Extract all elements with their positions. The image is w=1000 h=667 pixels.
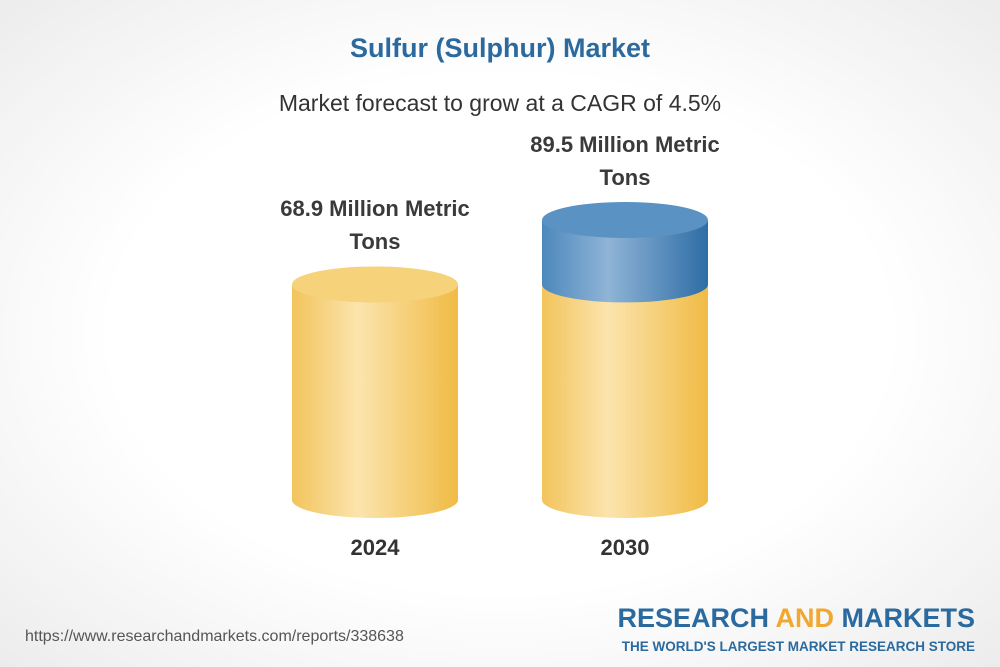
chart-title: Sulfur (Sulphur) Market xyxy=(350,33,650,63)
source-url: https://www.researchandmarkets.com/repor… xyxy=(25,628,404,645)
brand-part: AND xyxy=(775,603,834,633)
brand-part: MARKETS xyxy=(842,603,976,633)
x-tick-label: 2024 xyxy=(351,535,401,560)
cylinder-growth xyxy=(542,220,708,303)
cylinder-base xyxy=(292,284,458,518)
x-tick-label: 2030 xyxy=(601,535,650,560)
cylinder-base xyxy=(542,284,708,518)
value-label: 89.5 Million Metric Tons xyxy=(530,132,720,190)
brand-part: RESEARCH xyxy=(617,603,769,633)
value-label: 68.9 Million Metric Tons xyxy=(280,196,470,255)
tagline: THE WORLD'S LARGEST MARKET RESEARCH STOR… xyxy=(622,639,975,654)
brand: RESEARCH AND MARKETS xyxy=(617,603,975,633)
cylinder-top xyxy=(292,266,458,303)
chart-subtitle: Market forecast to grow at a CAGR of 4.5… xyxy=(279,90,721,116)
cylinder-top xyxy=(542,202,708,238)
